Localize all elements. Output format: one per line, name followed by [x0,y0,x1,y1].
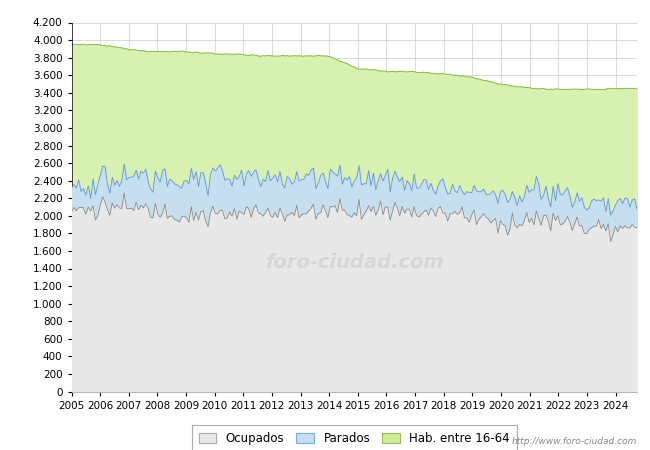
Text: foro-ciudad.com: foro-ciudad.com [265,253,443,272]
Legend: Ocupados, Parados, Hab. entre 16-64: Ocupados, Parados, Hab. entre 16-64 [192,425,517,450]
Text: Montefrío - Evolucion de la poblacion en edad de Trabajar Septiembre de 2024: Montefrío - Evolucion de la poblacion en… [62,10,588,22]
Text: http://www.foro-ciudad.com: http://www.foro-ciudad.com [512,436,637,446]
